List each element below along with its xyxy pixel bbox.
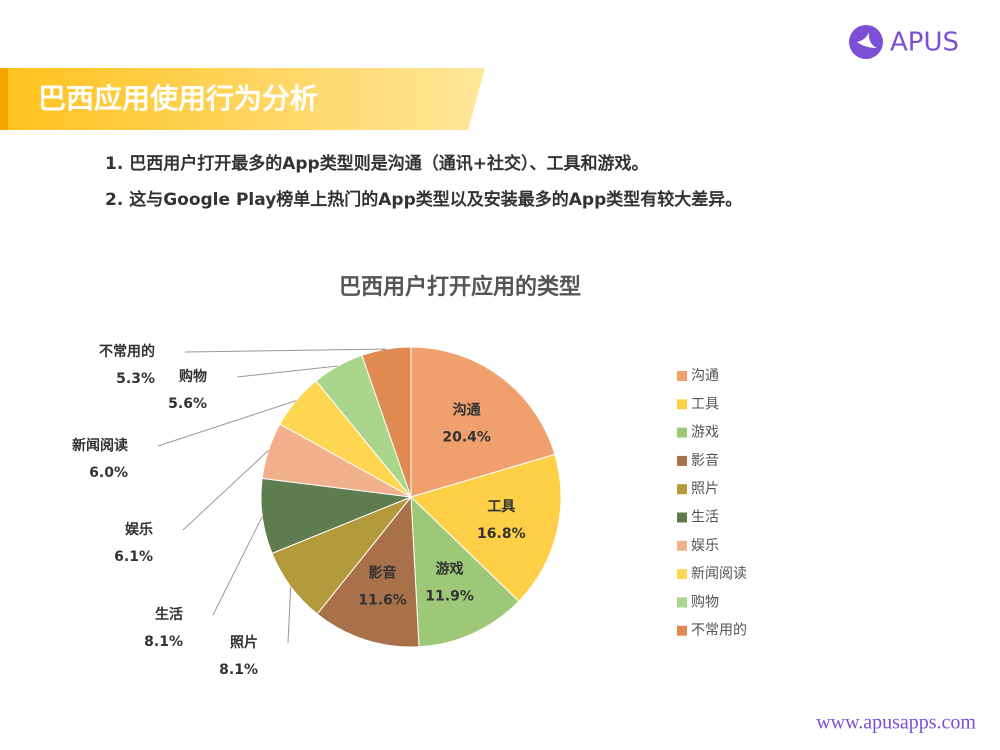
slice-label: 不常用的 (99, 343, 155, 360)
slice-label: 购物 (179, 368, 207, 385)
slice-label: 工具 (487, 499, 515, 515)
pie-slice (410, 346, 556, 498)
legend-swatch (677, 371, 687, 381)
legend-swatch (677, 512, 687, 523)
value-label: 20.4% (442, 429, 491, 445)
legend-swatch (677, 597, 687, 608)
chart-title: 巴西用户打开应用的类型 (339, 274, 581, 300)
legend-label: 照片 (691, 481, 719, 497)
value-label: 5.3% (116, 371, 155, 387)
legend-swatch (677, 484, 687, 495)
bullet: 1. 巴西用户打开最多的App类型则是沟通（通讯+社交）、工具和游戏。 (105, 153, 648, 174)
slice-label: 娱乐 (125, 521, 153, 538)
footer-url: www.apusapps.com (816, 712, 976, 734)
leader-line (212, 516, 263, 616)
legend-swatch (677, 455, 687, 466)
pie-slice (316, 495, 420, 648)
leader-line (184, 348, 387, 353)
legend-label: 沟通 (691, 368, 719, 384)
legend-label: 生活 (691, 510, 719, 526)
value-label: 6.0% (89, 465, 128, 481)
title-banner (0, 68, 485, 130)
banner-accent (0, 68, 8, 130)
slice-label: 游戏 (436, 561, 464, 578)
legend-label: 影音 (691, 452, 719, 469)
value-label: 11.9% (425, 589, 474, 605)
bullet: 2. 这与Google Play榜单上热门的App类型以及安装最多的App类型有… (105, 189, 742, 210)
pie-slice (410, 453, 562, 603)
legend-label: 娱乐 (691, 538, 719, 554)
value-label: 8.1% (144, 634, 183, 650)
value-label: 16.8% (477, 526, 526, 542)
legend-label: 工具 (691, 396, 719, 412)
slice-label: 新闻阅读 (72, 437, 128, 454)
legend-label: 新闻阅读 (691, 565, 747, 582)
legend-swatch (677, 399, 687, 410)
legend-swatch (677, 427, 687, 438)
leader-line (287, 586, 292, 644)
value-label: 6.1% (114, 549, 153, 565)
pie-slice (361, 346, 412, 498)
legend-swatch (677, 625, 687, 636)
legend-label: 购物 (691, 594, 719, 610)
legend-label: 不常用的 (691, 623, 747, 639)
slice-label: 照片 (230, 634, 258, 651)
slice-label: 沟通 (453, 401, 481, 418)
value-label: 8.1% (219, 662, 258, 678)
legend-swatch (677, 540, 687, 551)
leader-line (182, 450, 269, 531)
legend-swatch (677, 569, 687, 580)
value-label: 5.6% (168, 396, 207, 412)
value-label: 11.6% (358, 593, 407, 609)
pie-slice (410, 495, 520, 648)
legend-label: 游戏 (691, 425, 719, 441)
logo-text: APUS (890, 28, 959, 58)
leader-line (157, 400, 297, 447)
slice-label: 影音 (369, 565, 397, 582)
leader-line (236, 365, 338, 378)
slice-label: 生活 (155, 606, 183, 623)
logo-glyph (857, 32, 877, 48)
page-title: 巴西应用使用行为分析 (38, 82, 318, 115)
